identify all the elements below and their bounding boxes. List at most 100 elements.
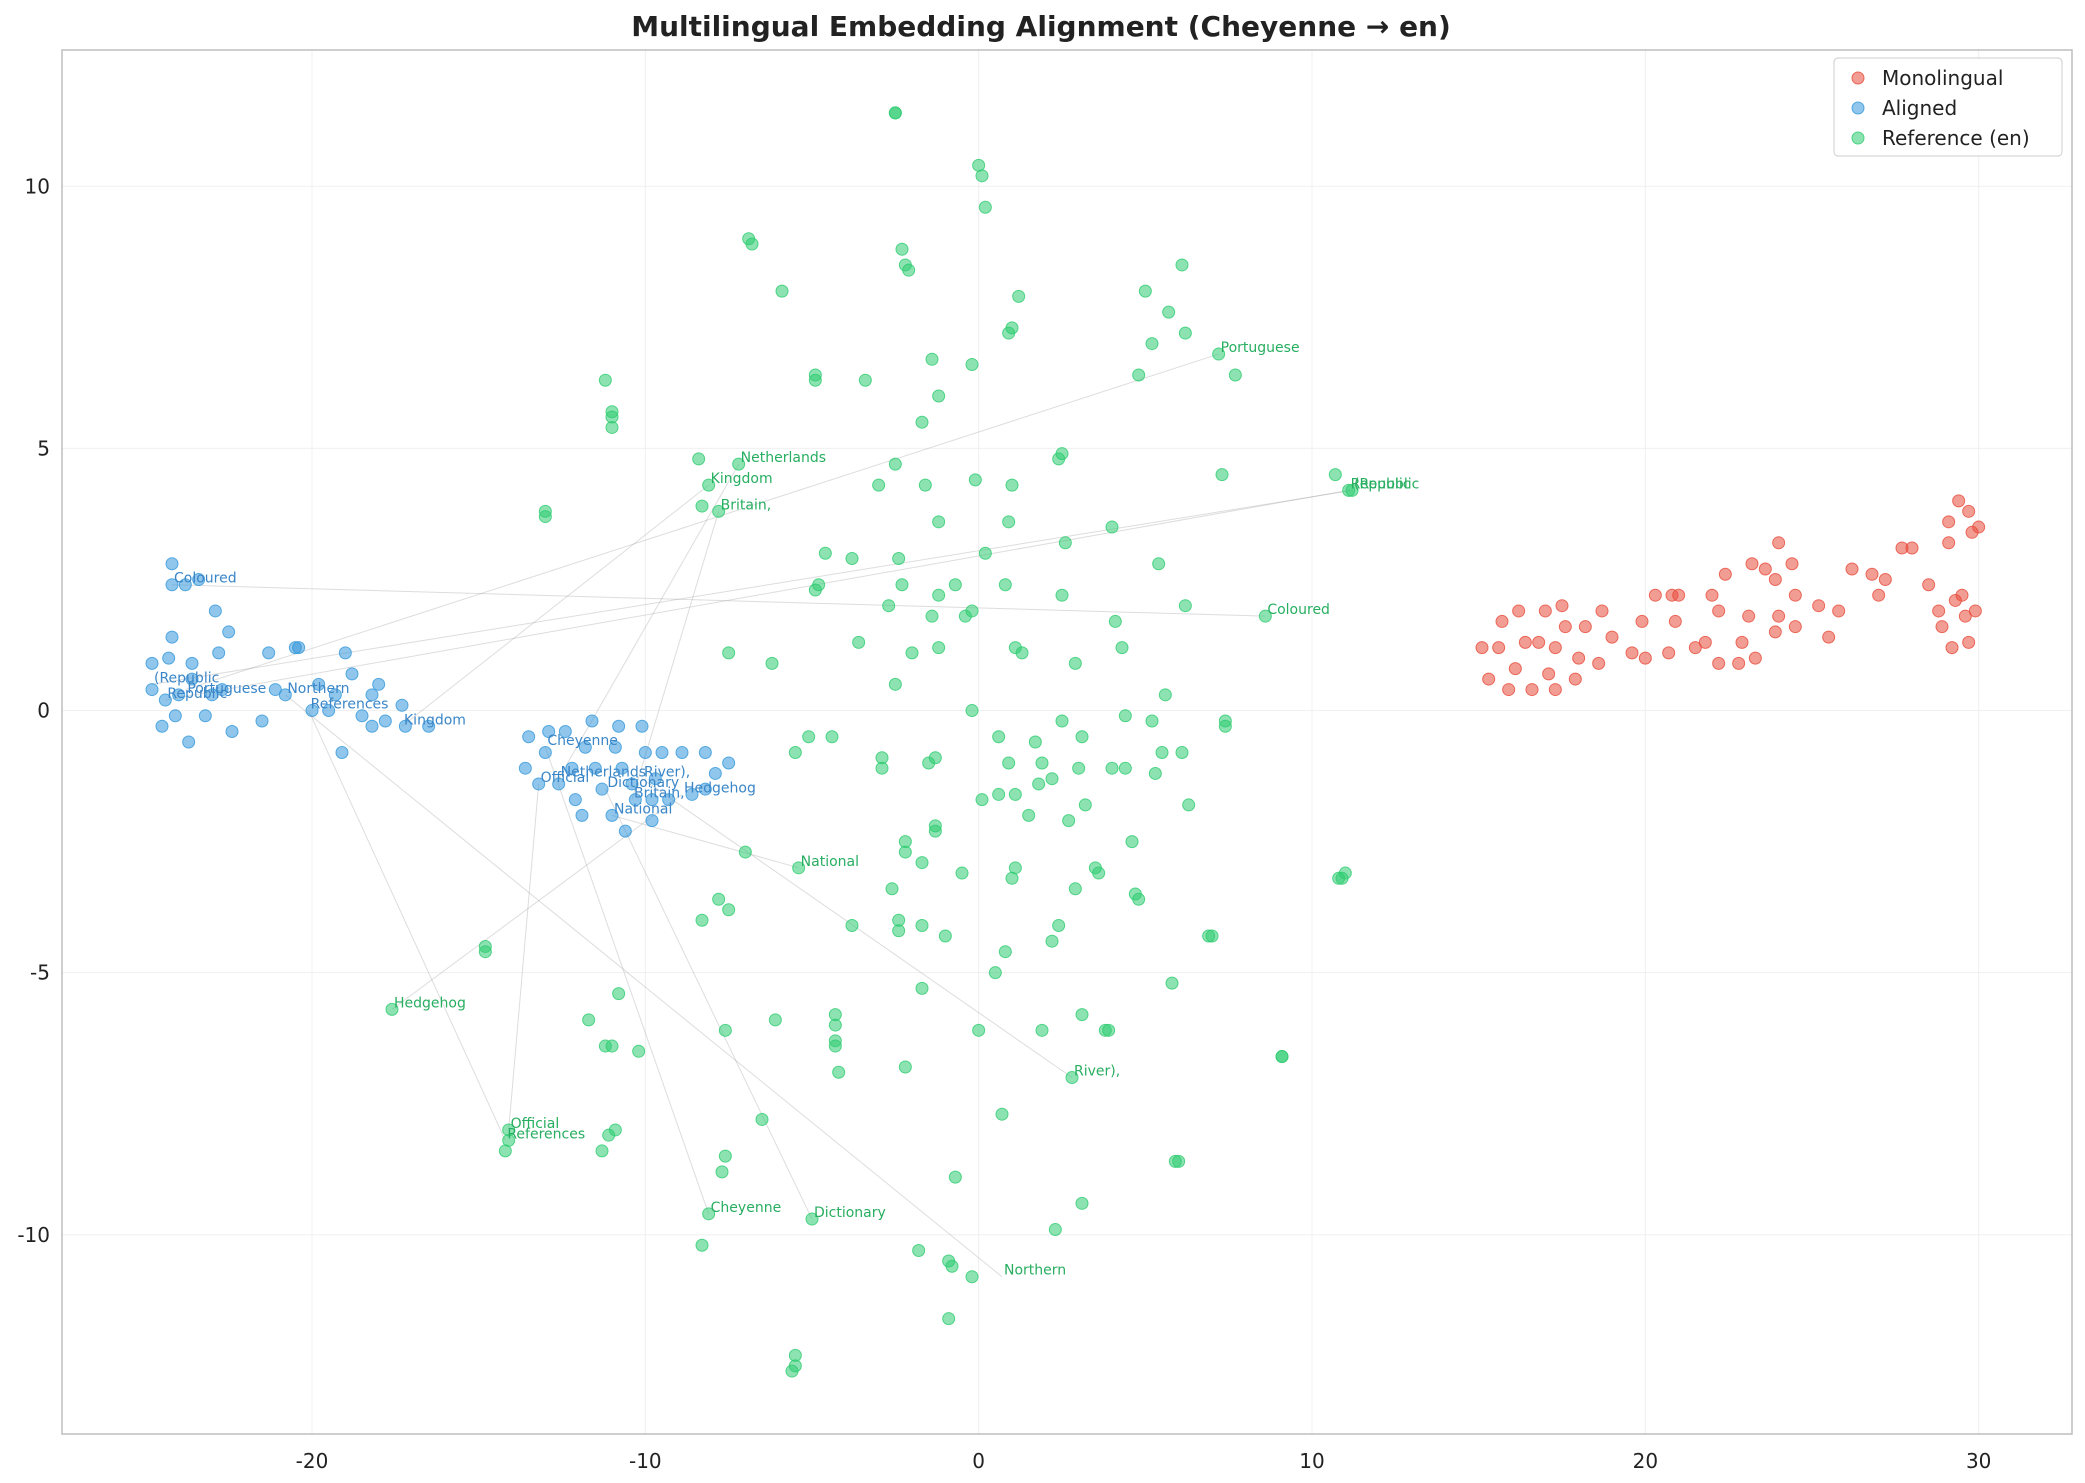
data-point-aligned bbox=[365, 719, 379, 733]
data-point-reference-en bbox=[915, 856, 929, 870]
data-point-aligned bbox=[172, 688, 186, 702]
series-monolingual bbox=[1475, 494, 1986, 697]
data-point-aligned bbox=[662, 793, 676, 807]
data-point-reference-en bbox=[1075, 1008, 1089, 1022]
data-point-monolingual bbox=[1625, 646, 1639, 660]
data-point-reference-en bbox=[858, 373, 872, 387]
data-point-reference-en bbox=[972, 1023, 986, 1037]
data-point-monolingual bbox=[1812, 599, 1826, 613]
data-point-reference-en bbox=[1345, 483, 1359, 497]
data-point-monolingual bbox=[1832, 604, 1846, 618]
annotation-reference: (Republic bbox=[1354, 476, 1419, 492]
annotation-aligned: Kingdom bbox=[404, 712, 466, 728]
data-point-aligned bbox=[538, 745, 552, 759]
data-point-reference-en bbox=[1125, 835, 1139, 849]
data-point-reference-en bbox=[1178, 599, 1192, 613]
data-point-monolingual bbox=[1962, 504, 1976, 518]
data-point-reference-en bbox=[1118, 761, 1132, 775]
data-point-reference-en bbox=[718, 1149, 732, 1163]
data-point-monolingual bbox=[1905, 541, 1919, 555]
data-point-monolingual bbox=[1745, 557, 1759, 571]
data-point-aligned bbox=[422, 719, 436, 733]
data-points bbox=[145, 106, 1986, 1378]
data-point-reference-en bbox=[1105, 761, 1119, 775]
data-point-monolingual bbox=[1958, 609, 1972, 623]
data-point-reference-en bbox=[1008, 861, 1022, 875]
data-point-reference-en bbox=[612, 987, 626, 1001]
data-point-reference-en bbox=[1052, 918, 1066, 932]
data-point-monolingual bbox=[1865, 567, 1879, 581]
legend-marker bbox=[1851, 71, 1865, 85]
data-point-reference-en bbox=[932, 515, 946, 529]
annotation-reference: River), bbox=[1074, 1064, 1120, 1080]
legend-box bbox=[1833, 57, 2063, 157]
data-point-reference-en bbox=[1002, 756, 1016, 770]
annotation-reference: Hedgehog bbox=[394, 995, 466, 1011]
data-point-reference-en bbox=[1178, 326, 1192, 340]
data-point-reference-en bbox=[845, 918, 859, 932]
data-point-monolingual bbox=[1548, 683, 1562, 697]
data-point-aligned bbox=[522, 730, 536, 744]
data-point-reference-en bbox=[1068, 882, 1082, 896]
data-point-reference-en bbox=[808, 368, 822, 382]
data-point-aligned bbox=[575, 808, 589, 822]
data-point-reference-en bbox=[912, 1244, 926, 1258]
data-point-monolingual bbox=[1768, 572, 1782, 586]
data-point-aligned bbox=[398, 719, 412, 733]
data-point-reference-en bbox=[695, 499, 709, 513]
data-point-aligned bbox=[552, 777, 566, 791]
annotation-aligned: Northern bbox=[287, 681, 349, 697]
data-point-monolingual bbox=[1638, 651, 1652, 665]
data-point-monolingual bbox=[1635, 614, 1649, 628]
data-point-reference-en bbox=[702, 478, 716, 492]
data-point-reference-en bbox=[1055, 588, 1069, 602]
data-point-aligned bbox=[335, 745, 349, 759]
data-point-monolingual bbox=[1972, 520, 1986, 534]
annotation-reference: Northern bbox=[1004, 1263, 1066, 1279]
data-point-aligned bbox=[558, 725, 572, 739]
data-point-monolingual bbox=[1672, 588, 1686, 602]
data-point-monolingual bbox=[1712, 604, 1726, 618]
data-point-aligned bbox=[542, 725, 556, 739]
data-point-reference-en bbox=[988, 966, 1002, 980]
annotation-aligned: Dictionary bbox=[607, 775, 679, 791]
data-point-reference-en bbox=[538, 504, 552, 518]
data-point-reference-en bbox=[1055, 447, 1069, 461]
data-point-aligned bbox=[192, 572, 206, 586]
annotation-reference: Portuguese bbox=[1221, 340, 1300, 356]
data-point-monolingual bbox=[1878, 572, 1892, 586]
data-point-reference-en bbox=[1118, 709, 1132, 723]
data-point-monolingual bbox=[1968, 604, 1982, 618]
data-point-reference-en bbox=[1138, 284, 1152, 298]
data-point-monolingual bbox=[1748, 651, 1762, 665]
data-point-monolingual bbox=[1942, 515, 1956, 529]
legend-item-aligned: Aligned bbox=[1851, 96, 1957, 120]
legend-marker bbox=[1851, 131, 1865, 145]
data-point-reference-en bbox=[608, 1123, 622, 1137]
data-point-reference-en bbox=[712, 504, 726, 518]
data-point-aligned bbox=[645, 814, 659, 828]
data-point-reference-en bbox=[1005, 478, 1019, 492]
data-point-aligned bbox=[278, 688, 292, 702]
x-tick-label: 20 bbox=[1633, 1449, 1658, 1473]
data-point-monolingual bbox=[1512, 604, 1526, 618]
data-point-monolingual bbox=[1532, 635, 1546, 649]
data-point-aligned bbox=[185, 672, 199, 686]
data-point-reference-en bbox=[755, 1112, 769, 1126]
data-point-reference-en bbox=[732, 457, 746, 471]
data-point-monolingual bbox=[1568, 672, 1582, 686]
annotation-aligned: River), bbox=[644, 765, 690, 781]
data-point-reference-en bbox=[925, 352, 939, 366]
connection-line bbox=[508, 783, 540, 1130]
data-point-aligned bbox=[628, 793, 642, 807]
data-point-reference-en bbox=[825, 730, 839, 744]
data-point-reference-en bbox=[1275, 1050, 1289, 1064]
data-point-monolingual bbox=[1712, 656, 1726, 670]
data-point-aligned bbox=[312, 677, 326, 691]
data-point-monolingual bbox=[1558, 620, 1572, 634]
data-point-reference-en bbox=[892, 552, 906, 566]
annotation-aligned: Cheyenne bbox=[547, 733, 618, 749]
data-point-reference-en bbox=[965, 358, 979, 372]
data-point-reference-en bbox=[802, 730, 816, 744]
data-point-aligned bbox=[612, 719, 626, 733]
